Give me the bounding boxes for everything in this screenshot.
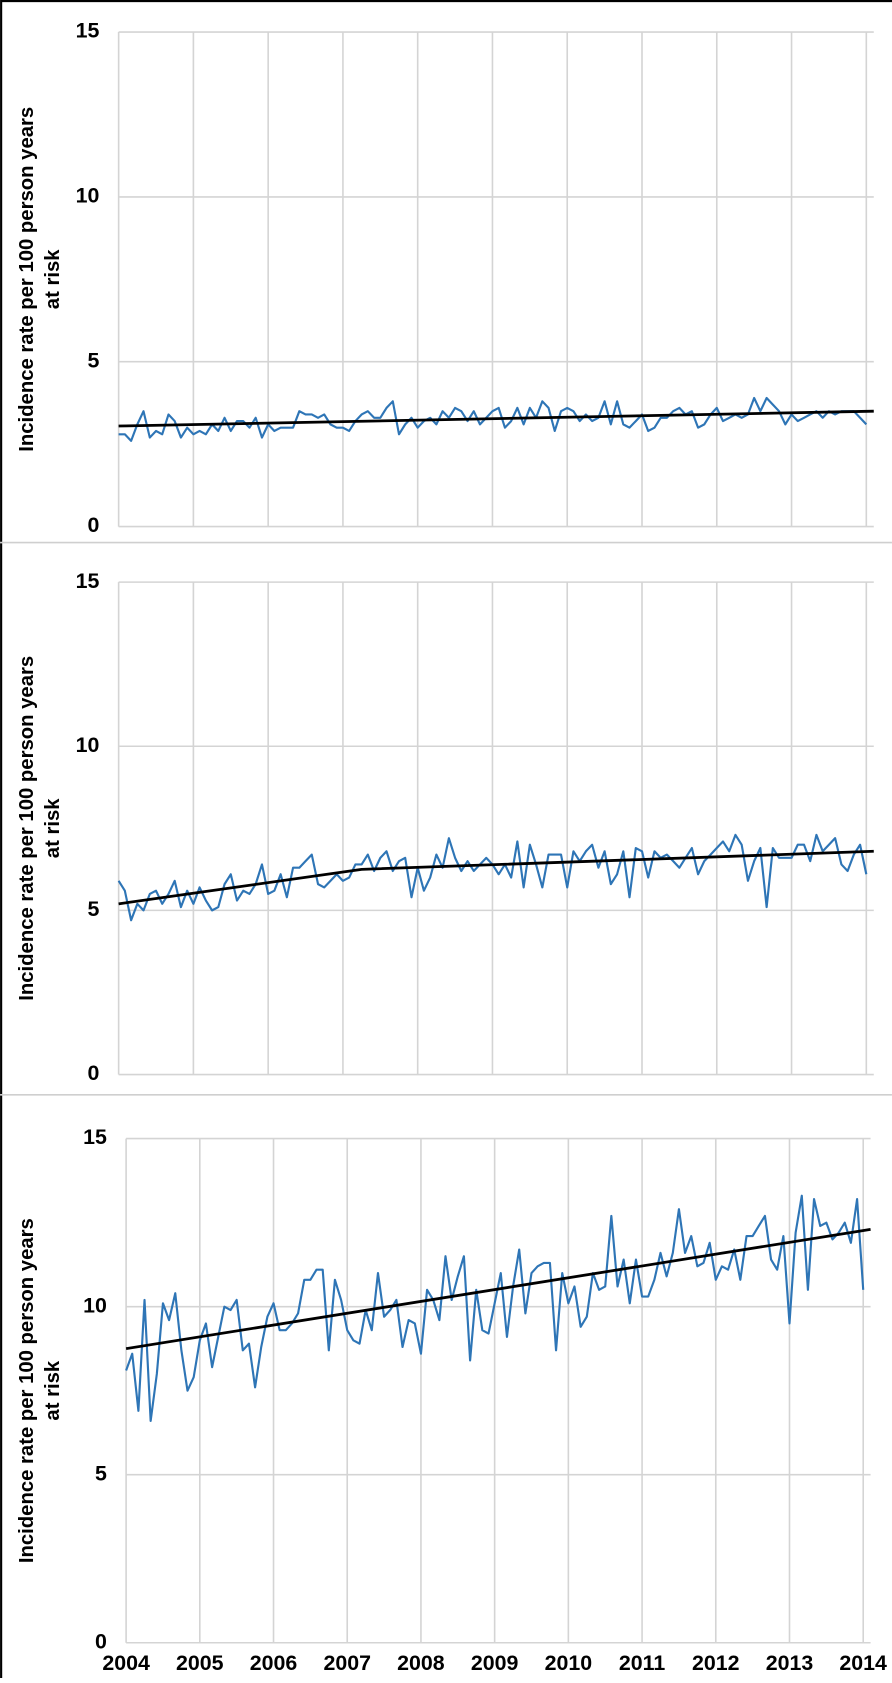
line-series	[125, 1194, 865, 1422]
y-tick-label: 5	[95, 1461, 107, 1485]
line-series	[118, 409, 874, 428]
x-tick-label: 2011	[619, 1651, 665, 1675]
x-tick-label: 2006	[250, 1651, 298, 1675]
x-tick-label: 2013	[766, 1651, 814, 1675]
y-axis-label: at risk	[42, 249, 64, 309]
y-tick-label: 10	[83, 1293, 107, 1317]
y-tick-label: 0	[88, 513, 100, 537]
line-series	[118, 396, 868, 442]
x-tick-label: 2008	[397, 1651, 445, 1675]
y-tick-label: 10	[76, 733, 100, 757]
y-axis-label: Incidence rate per 100 person years	[16, 107, 38, 452]
y-axis-label: at risk	[42, 798, 64, 858]
x-tick-label: 2010	[545, 1651, 593, 1675]
x-tick-label: 2005	[176, 1651, 224, 1675]
line-series	[118, 849, 874, 906]
y-axis-label: Incidence rate per 100 person years	[16, 656, 38, 1001]
x-tick-label: 2014	[839, 1651, 887, 1675]
x-tick-label: 2007	[323, 1651, 371, 1675]
y-tick-label: 15	[83, 1125, 107, 1149]
x-tick-label: 2004	[102, 1651, 150, 1675]
x-tick-label: 2009	[471, 1651, 519, 1675]
y-tick-label: 15	[76, 19, 100, 43]
y-tick-label: 0	[95, 1629, 107, 1653]
y-tick-label: 0	[88, 1061, 100, 1085]
y-tick-label: 5	[88, 897, 100, 921]
x-tick-label: 2012	[692, 1651, 740, 1675]
line-series	[125, 1227, 871, 1351]
y-tick-label: 5	[88, 348, 100, 372]
y-tick-label: 10	[76, 184, 100, 208]
y-tick-label: 15	[76, 569, 100, 593]
y-axis-label: Incidence rate per 100 person years	[16, 1218, 38, 1563]
y-axis-label: at risk	[42, 1360, 64, 1420]
